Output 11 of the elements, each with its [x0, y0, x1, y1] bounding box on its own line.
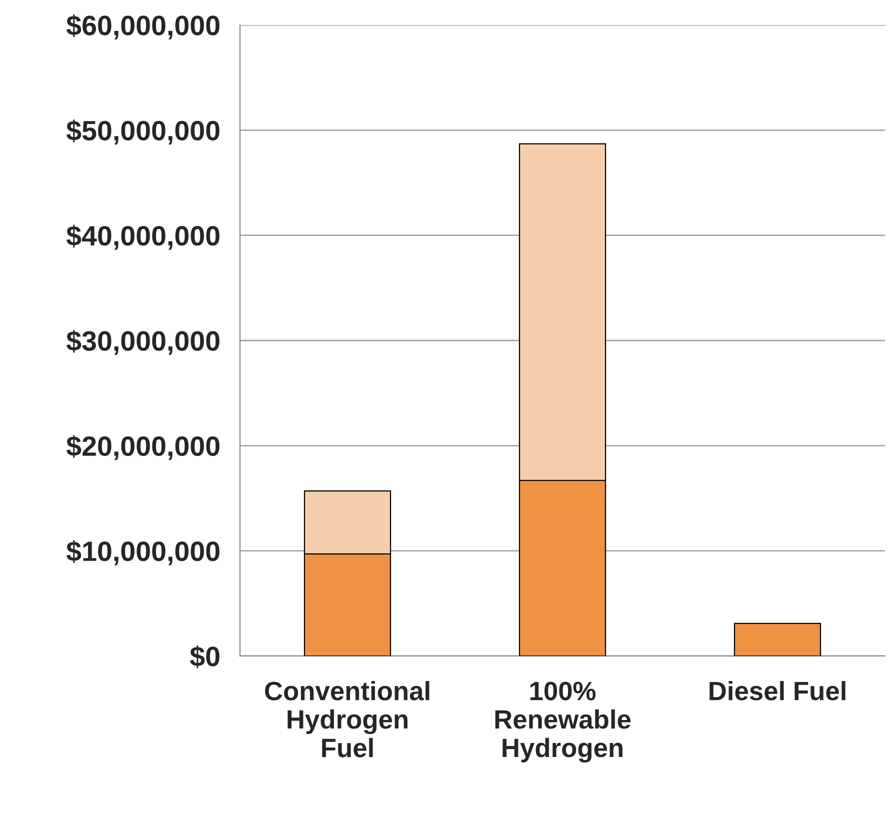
y-tick-label: $50,000,000	[66, 120, 220, 145]
bar	[734, 622, 822, 656]
x-tick-label: Conventional Hydrogen Fuel	[265, 681, 430, 758]
y-tick-label: $60,000,000	[66, 14, 220, 40]
y-tick-label: $40,000,000	[66, 224, 220, 250]
y-tick-label: $0	[190, 645, 220, 668]
x-tick-label: Diesel Fuel	[710, 681, 846, 700]
y-tick-label: $20,000,000	[66, 435, 220, 460]
x-tick-label: 100% Renewable Hydrogen	[495, 682, 631, 763]
y-tick-label: $10,000,000	[66, 540, 220, 566]
y-tick-label: $30,000,000	[66, 330, 220, 355]
